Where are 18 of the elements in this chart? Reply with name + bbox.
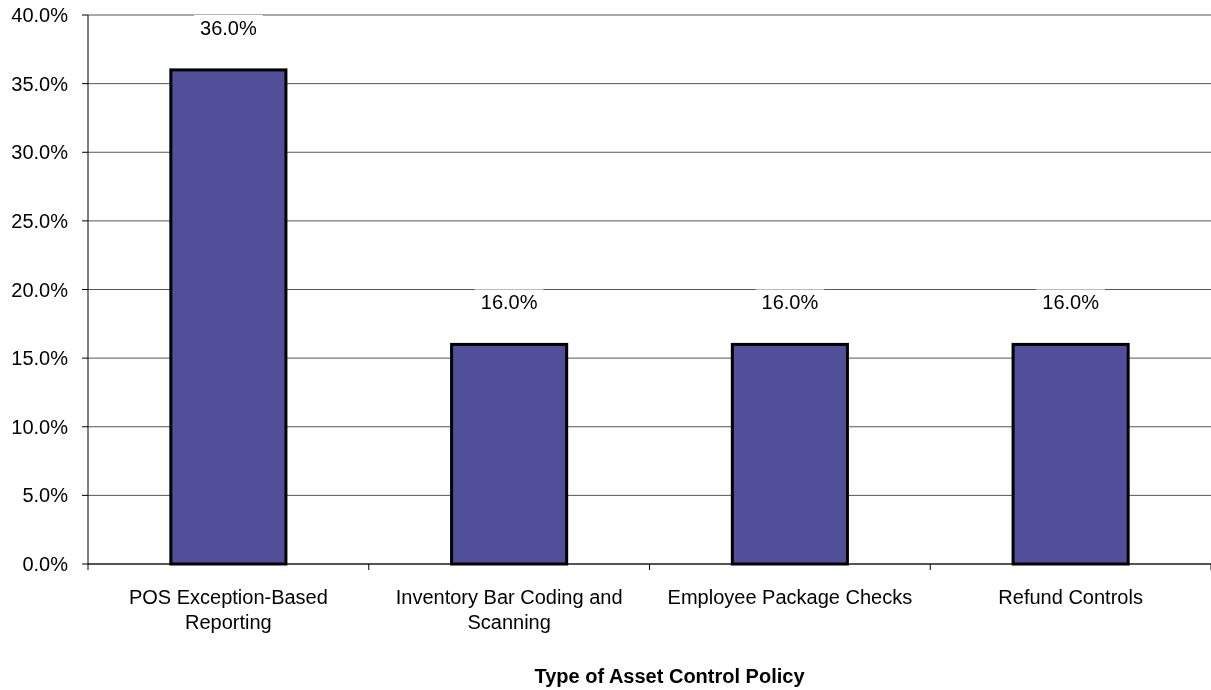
x-tick-label: Refund Controls xyxy=(998,586,1143,608)
x-tick-label: Inventory Bar Coding and Scanning xyxy=(395,586,623,633)
y-tick-label: 30.0% xyxy=(11,141,69,164)
y-tick-label: 10.0% xyxy=(11,415,69,438)
data-label: 16.0% xyxy=(761,291,819,314)
y-tick-label: 20.0% xyxy=(11,278,69,301)
y-tick-label: 35.0% xyxy=(11,72,69,95)
x-tick-label: Employee Package Checks xyxy=(667,586,913,608)
y-tick-label: 0.0% xyxy=(22,553,69,575)
data-label: 16.0% xyxy=(1042,291,1100,314)
y-tick-label: 15.0% xyxy=(11,347,69,370)
x-axis-title: Type of Asset Control Policy xyxy=(534,665,806,687)
data-label: 16.0% xyxy=(480,291,538,314)
y-tick-label: 5.0% xyxy=(22,484,69,507)
x-tick-label: POS Exception-Based Reporting xyxy=(128,586,328,633)
y-tick-label: 25.0% xyxy=(11,209,69,232)
y-tick-label: 40.0% xyxy=(11,4,69,26)
data-label: 36.0% xyxy=(200,16,257,39)
